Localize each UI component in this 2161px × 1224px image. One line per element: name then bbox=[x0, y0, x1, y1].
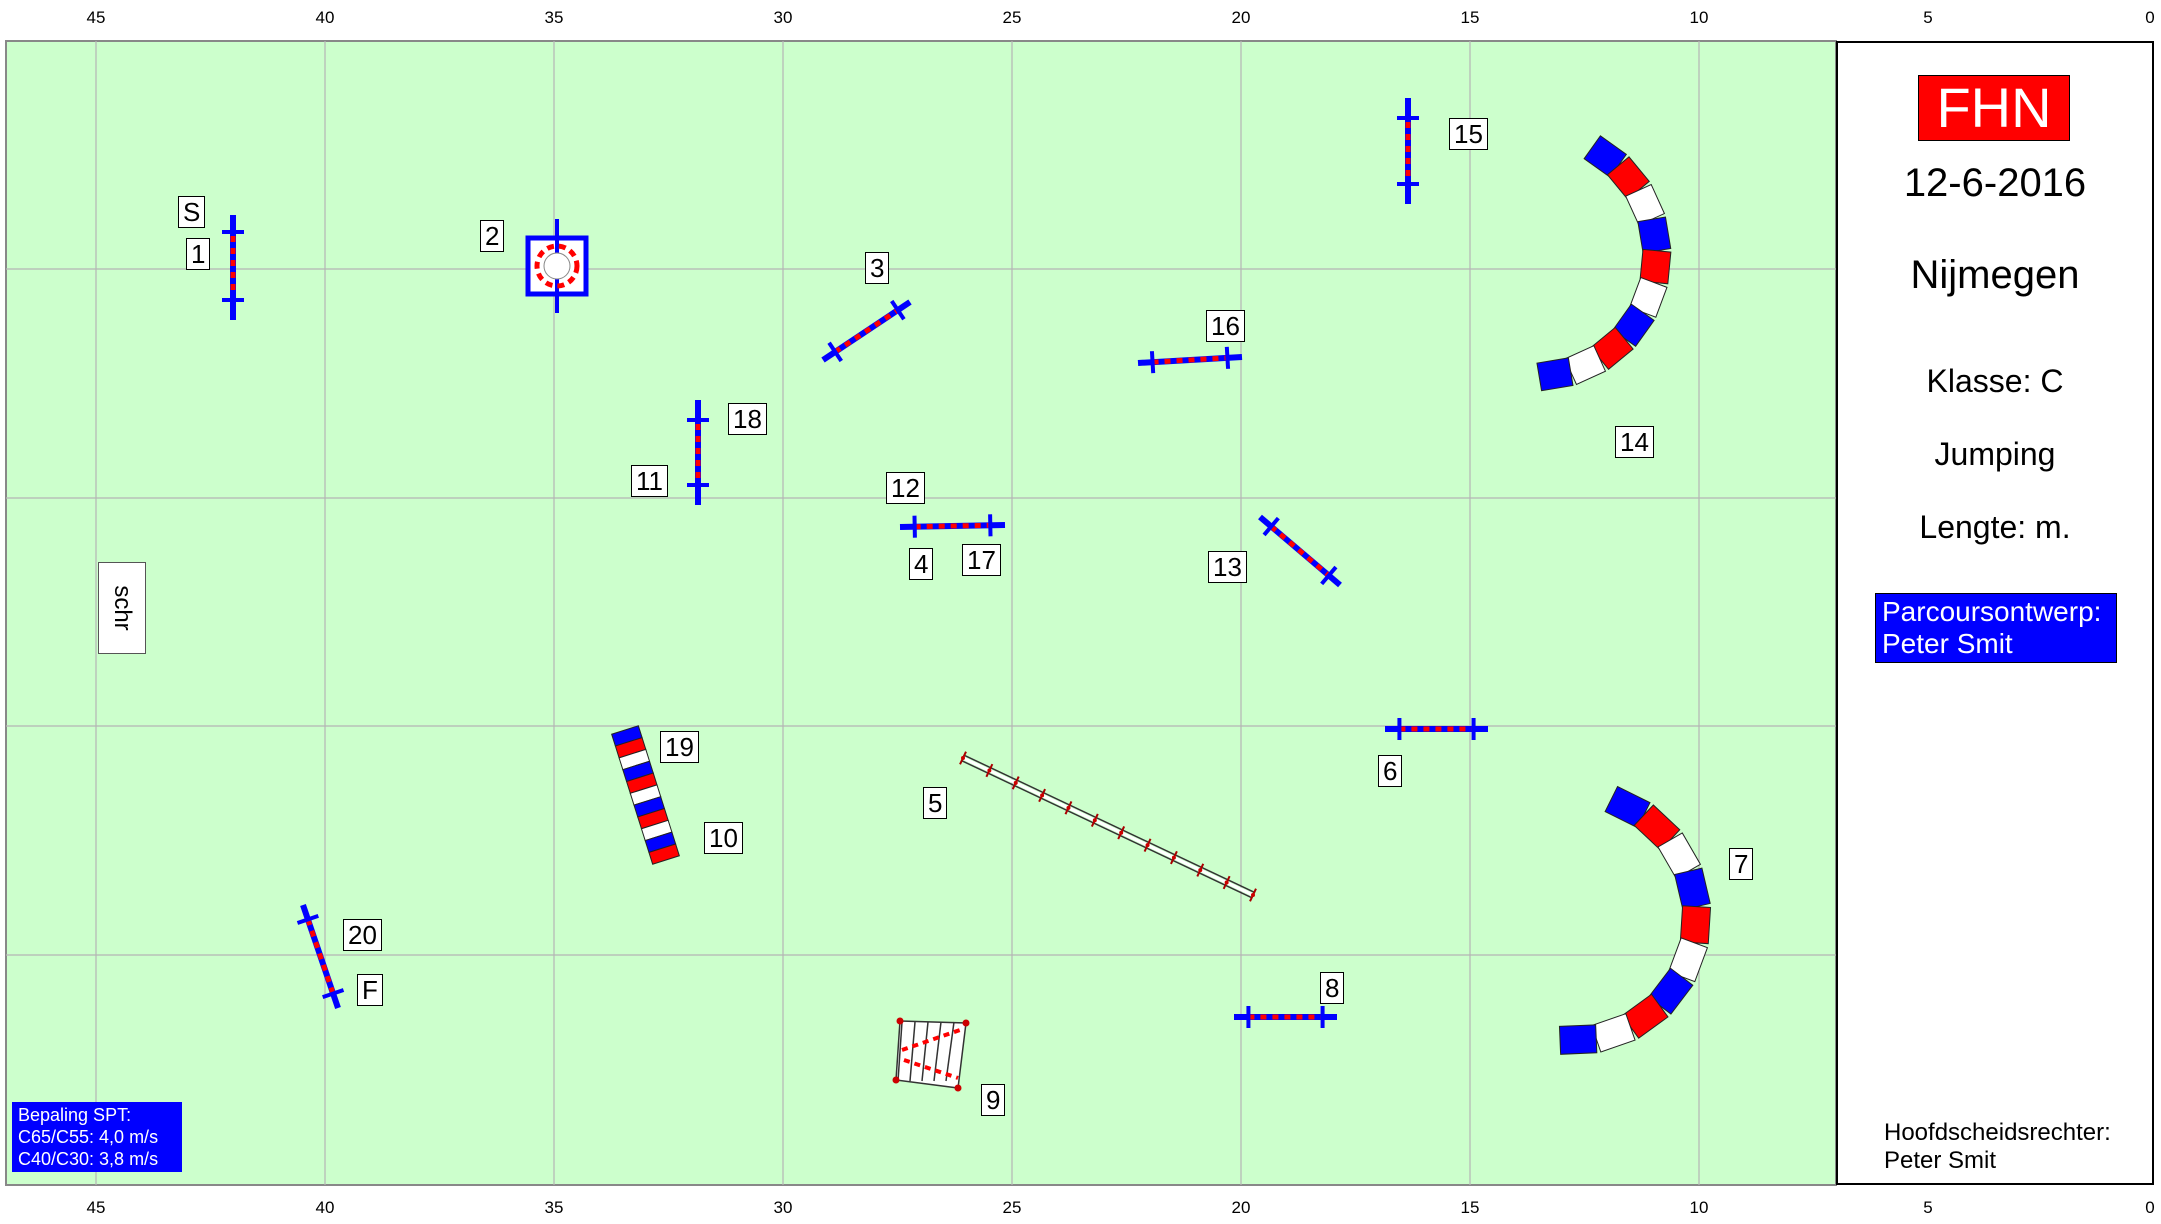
top-tick-5: 5 bbox=[1923, 8, 1933, 27]
top-tick-10: 10 bbox=[1689, 8, 1709, 27]
bottom-tick-5: 5 bbox=[1923, 1198, 1933, 1217]
jump-10-19 bbox=[611, 725, 680, 865]
bottom-tick-40: 40 bbox=[315, 1198, 335, 1217]
spt-c65: C65/C55: 4,0 m/s bbox=[18, 1127, 159, 1147]
top-tick-30: 30 bbox=[773, 8, 793, 27]
arena-grid bbox=[6, 41, 1836, 1185]
bottom-tick-25: 25 bbox=[1002, 1198, 1022, 1217]
jump-9 bbox=[892, 1017, 970, 1092]
label-2: 2 bbox=[480, 220, 505, 252]
label-3: 3 bbox=[865, 252, 890, 284]
head-judge: Hoofdscheidsrechter: Peter Smit bbox=[1884, 1119, 2111, 1175]
head-judge-title: Hoofdscheidsrechter: bbox=[1884, 1119, 2111, 1146]
label-finish: F bbox=[357, 974, 383, 1006]
jumps-layer bbox=[222, 98, 1712, 1092]
course-designer-title: Parcoursontwerp: bbox=[1882, 596, 2102, 627]
course-length: Lengte: m. bbox=[1919, 509, 2071, 545]
head-judge-name: Peter Smit bbox=[1884, 1147, 1997, 1174]
label-18: 18 bbox=[728, 403, 767, 435]
top-tick-40: 40 bbox=[315, 8, 335, 27]
event-location: Nijmegen bbox=[1910, 253, 2080, 297]
event-date: 12-6-2016 bbox=[1903, 161, 2087, 205]
label-7: 7 bbox=[1729, 848, 1754, 880]
label-6: 6 bbox=[1378, 755, 1403, 787]
label-10: 10 bbox=[704, 822, 743, 854]
spt-title: Bepaling SPT: bbox=[18, 1105, 132, 1125]
bottom-tick-15: 15 bbox=[1460, 1198, 1480, 1217]
judge-box: schr bbox=[98, 562, 146, 654]
info-panel: FHN 12-6-2016 Nijmegen Klasse: C Jumping… bbox=[1836, 41, 2154, 1185]
spt-info: Bepaling SPT: C65/C55: 4,0 m/s C40/C30: … bbox=[12, 1102, 182, 1172]
bottom-tick-35: 35 bbox=[544, 1198, 564, 1217]
label-start: S bbox=[178, 196, 206, 228]
top-tick-35: 35 bbox=[544, 8, 564, 27]
label-5: 5 bbox=[923, 787, 948, 819]
top-tick-25: 25 bbox=[1002, 8, 1022, 27]
label-12: 12 bbox=[886, 472, 925, 504]
jump-14 bbox=[1536, 135, 1672, 392]
bottom-tick-30: 30 bbox=[773, 1198, 793, 1217]
jump-16 bbox=[1137, 346, 1243, 374]
top-tick-45: 45 bbox=[86, 8, 106, 27]
label-8: 8 bbox=[1320, 972, 1345, 1004]
jump-3 bbox=[821, 299, 912, 363]
event-discipline: Jumping bbox=[1934, 436, 2056, 472]
bottom-tick-20: 20 bbox=[1231, 1198, 1251, 1217]
label-1: 1 bbox=[186, 238, 211, 270]
label-14: 14 bbox=[1615, 426, 1654, 458]
jump-13 bbox=[1258, 514, 1342, 588]
spt-c40: C40/C30: 3,8 m/s bbox=[18, 1149, 159, 1169]
top-tick-20: 20 bbox=[1231, 8, 1251, 27]
label-4: 4 bbox=[909, 548, 934, 580]
label-13: 13 bbox=[1208, 551, 1247, 583]
bottom-tick-10: 10 bbox=[1689, 1198, 1709, 1217]
top-tick-15: 15 bbox=[1460, 8, 1480, 27]
judge-box-label: schr bbox=[109, 585, 136, 631]
course-designer-name: Peter Smit bbox=[1882, 628, 2013, 659]
jump-4-12-17 bbox=[899, 514, 1006, 538]
jump-11-18 bbox=[687, 400, 709, 505]
arena-field bbox=[5, 40, 1837, 1186]
jump-5 bbox=[959, 751, 1257, 902]
jump-15 bbox=[1397, 98, 1419, 204]
jump-6 bbox=[1385, 718, 1488, 740]
bottom-tick-45: 45 bbox=[86, 1198, 106, 1217]
label-15: 15 bbox=[1449, 118, 1488, 150]
event-class: Klasse: C bbox=[1926, 363, 2064, 399]
course-designer: Parcoursontwerp: Peter Smit bbox=[1875, 593, 2117, 663]
label-19: 19 bbox=[660, 731, 699, 763]
bottom-tick-0: 0 bbox=[2145, 1198, 2155, 1217]
label-9: 9 bbox=[981, 1084, 1006, 1116]
label-16: 16 bbox=[1206, 310, 1245, 342]
label-11: 11 bbox=[631, 465, 668, 497]
brand-logo: FHN bbox=[1918, 75, 2070, 141]
label-20: 20 bbox=[343, 919, 382, 951]
jump-2 bbox=[525, 219, 589, 313]
jump-1 bbox=[222, 215, 244, 320]
jump-7 bbox=[1558, 785, 1712, 1055]
label-17: 17 bbox=[962, 544, 1001, 576]
jump-20 bbox=[296, 904, 345, 1009]
jump-8 bbox=[1234, 1006, 1337, 1028]
top-tick-0: 0 bbox=[2145, 8, 2155, 27]
